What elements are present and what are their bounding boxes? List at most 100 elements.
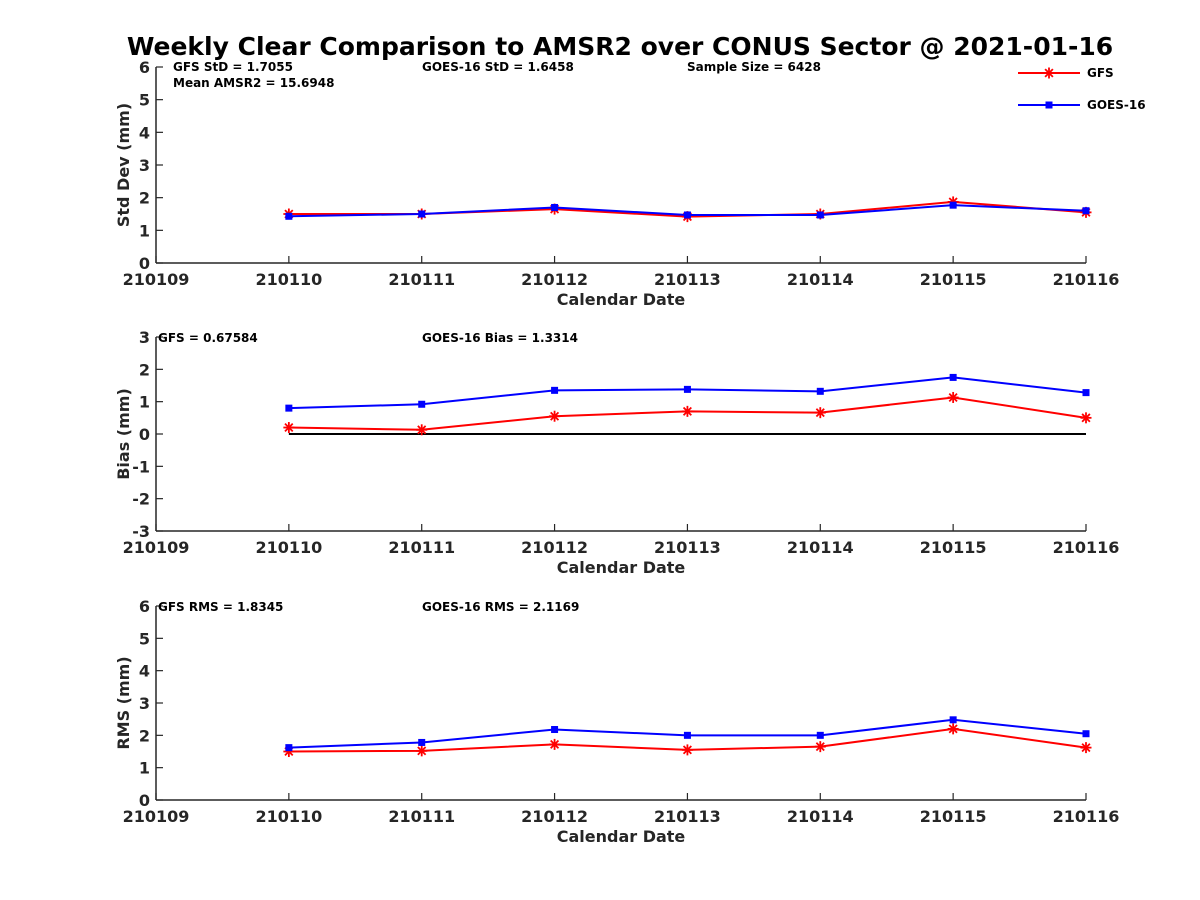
x-tick-label: 210110 — [255, 807, 322, 826]
stat-annotation: GFS = 0.67584 — [158, 331, 258, 345]
legend-label: GFS — [1087, 66, 1114, 80]
x-tick-label: 210109 — [123, 807, 190, 826]
data-point-gfs — [814, 741, 826, 753]
y-tick-label: 1 — [139, 759, 150, 778]
data-point-goes16 — [816, 387, 824, 395]
x-axis-label: Calendar Date — [557, 290, 686, 309]
marker-stroke — [417, 746, 427, 756]
legend-label: GOES-16 — [1087, 98, 1146, 112]
x-tick-label: 210116 — [1053, 270, 1120, 289]
marker-stroke — [1081, 743, 1091, 753]
x-axis-label: Calendar Date — [557, 827, 686, 846]
data-point-goes16 — [949, 716, 957, 724]
chart-title: Weekly Clear Comparison to AMSR2 over CO… — [127, 32, 1113, 61]
stat-annotation: GOES-16 StD = 1.6458 — [422, 60, 574, 74]
y-tick-label: 1 — [139, 221, 150, 240]
x-tick-label: 210113 — [654, 270, 721, 289]
data-point-gfs — [283, 422, 295, 434]
data-point-gfs — [681, 744, 693, 756]
legend-marker — [1043, 67, 1055, 79]
x-tick-label: 210112 — [521, 538, 588, 557]
y-tick-label: 2 — [139, 726, 150, 745]
y-tick-label: 0 — [139, 254, 150, 273]
y-tick-label: 0 — [139, 425, 150, 444]
x-tick-label: 210110 — [255, 538, 322, 557]
data-point-gfs — [416, 424, 428, 436]
y-tick-label: 4 — [139, 662, 150, 681]
data-point-goes16 — [683, 385, 691, 393]
data-point-gfs — [814, 407, 826, 419]
y-tick-label: -3 — [132, 522, 150, 541]
data-point-goes16 — [418, 400, 426, 408]
marker-stroke — [682, 406, 692, 416]
data-point-gfs — [681, 405, 693, 417]
data-point-gfs — [416, 745, 428, 757]
x-tick-label: 210114 — [787, 538, 854, 557]
legend-marker — [1045, 101, 1053, 109]
marker-stroke — [284, 423, 294, 433]
data-point-gfs — [947, 723, 959, 735]
x-tick-label: 210113 — [654, 538, 721, 557]
data-point-goes16 — [949, 373, 957, 381]
data-point-gfs — [1080, 412, 1092, 424]
marker-stroke — [1081, 413, 1091, 423]
legend: GFS GOES-16 — [1018, 66, 1146, 112]
data-point-goes16 — [1082, 730, 1090, 738]
x-tick-label: 210114 — [787, 807, 854, 826]
marker-stroke — [815, 408, 825, 418]
stat-annotation: GOES-16 RMS = 2.1169 — [422, 600, 579, 614]
data-point-goes16 — [816, 211, 824, 219]
x-tick-label: 210111 — [388, 538, 455, 557]
x-tick-label: 210109 — [123, 270, 190, 289]
legend-item-gfs: GFS — [1018, 66, 1114, 80]
marker-stroke — [948, 392, 958, 402]
data-point-goes16 — [551, 386, 559, 394]
data-point-goes16 — [683, 731, 691, 739]
y-tick-label: 2 — [139, 360, 150, 379]
stat-annotation: Mean AMSR2 = 15.6948 — [173, 76, 334, 90]
marker-stroke — [417, 425, 427, 435]
data-point-goes16 — [285, 404, 293, 412]
stat-annotation: Sample Size = 6428 — [687, 60, 821, 74]
data-point-goes16 — [285, 744, 293, 752]
y-tick-label: 5 — [139, 629, 150, 648]
data-point-goes16 — [551, 726, 559, 734]
y-axis-label: RMS (mm) — [114, 656, 133, 749]
x-tick-label: 210114 — [787, 270, 854, 289]
y-axis-label: Std Dev (mm) — [114, 103, 133, 227]
y-tick-label: 3 — [139, 694, 150, 713]
x-tick-label: 210116 — [1053, 538, 1120, 557]
x-tick-label: 210113 — [654, 807, 721, 826]
chart-panel-3: 0 1 2 3 4 5 6 210109 210110 210111 210112 210113 210… — [114, 597, 1119, 846]
x-tick-label: 210110 — [255, 270, 322, 289]
x-tick-label: 210115 — [920, 807, 987, 826]
stat-annotation: GOES-16 Bias = 1.3314 — [422, 331, 578, 345]
data-point-goes16 — [285, 212, 293, 220]
data-point-gfs — [549, 410, 561, 422]
y-tick-label: 2 — [139, 189, 150, 208]
x-tick-label: 210116 — [1053, 807, 1120, 826]
data-point-goes16 — [551, 203, 559, 211]
y-tick-label: 6 — [139, 597, 150, 616]
y-tick-label: 1 — [139, 393, 150, 412]
y-tick-label: 5 — [139, 91, 150, 110]
y-tick-label: -1 — [132, 457, 150, 476]
x-tick-label: 210115 — [920, 538, 987, 557]
marker-stroke — [815, 742, 825, 752]
data-point-goes16 — [1082, 207, 1090, 215]
stat-annotation: GFS StD = 1.7055 — [173, 60, 293, 74]
y-tick-label: 0 — [139, 791, 150, 810]
y-tick-label: 6 — [139, 58, 150, 77]
marker-stroke — [550, 739, 560, 749]
stat-annotation: GFS RMS = 1.8345 — [158, 600, 283, 614]
data-point-gfs — [1080, 742, 1092, 754]
data-point-gfs — [549, 738, 561, 750]
y-tick-label: -2 — [132, 490, 150, 509]
legend-item-goes16: GOES-16 — [1018, 98, 1146, 112]
x-tick-label: 210112 — [521, 270, 588, 289]
x-tick-label: 210109 — [123, 538, 190, 557]
data-point-goes16 — [816, 731, 824, 739]
data-point-goes16 — [418, 738, 426, 746]
data-point-goes16 — [418, 210, 426, 218]
